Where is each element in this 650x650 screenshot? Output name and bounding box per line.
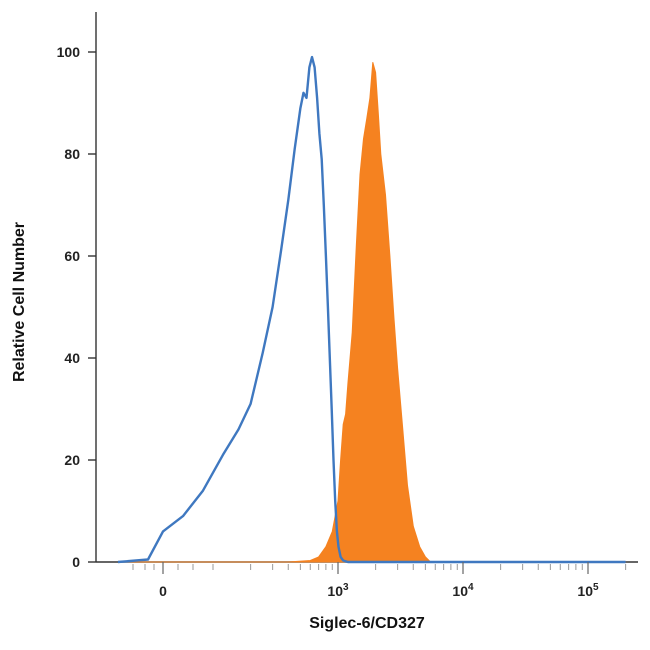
y-tick-label-3: 60: [64, 248, 80, 264]
y-tick-label-5: 100: [57, 44, 81, 60]
x-minor-ticks: [132, 564, 627, 570]
y-tick-label-0: 0: [72, 554, 80, 570]
y-tick-label-1: 20: [64, 452, 80, 468]
x-axis-title: Siglec-6/CD327: [309, 615, 425, 632]
y-ticks: 0 20 40 60 80 100: [57, 44, 96, 570]
y-tick-label-4: 80: [64, 146, 80, 162]
x-tick-label-1: 103: [327, 582, 349, 599]
series-layer: [117, 55, 626, 564]
x-tick-label-3: 105: [577, 582, 599, 599]
y-tick-label-2: 40: [64, 350, 80, 366]
series-0-outline-histogram: [117, 55, 626, 564]
x-ticks: 0 103 104 105: [159, 562, 599, 599]
x-tick-label-0: 0: [159, 583, 167, 599]
x-tick-label-2: 104: [452, 582, 474, 599]
series-1-filled-histogram: [118, 62, 626, 563]
y-axis-title: Relative Cell Number: [11, 222, 28, 382]
